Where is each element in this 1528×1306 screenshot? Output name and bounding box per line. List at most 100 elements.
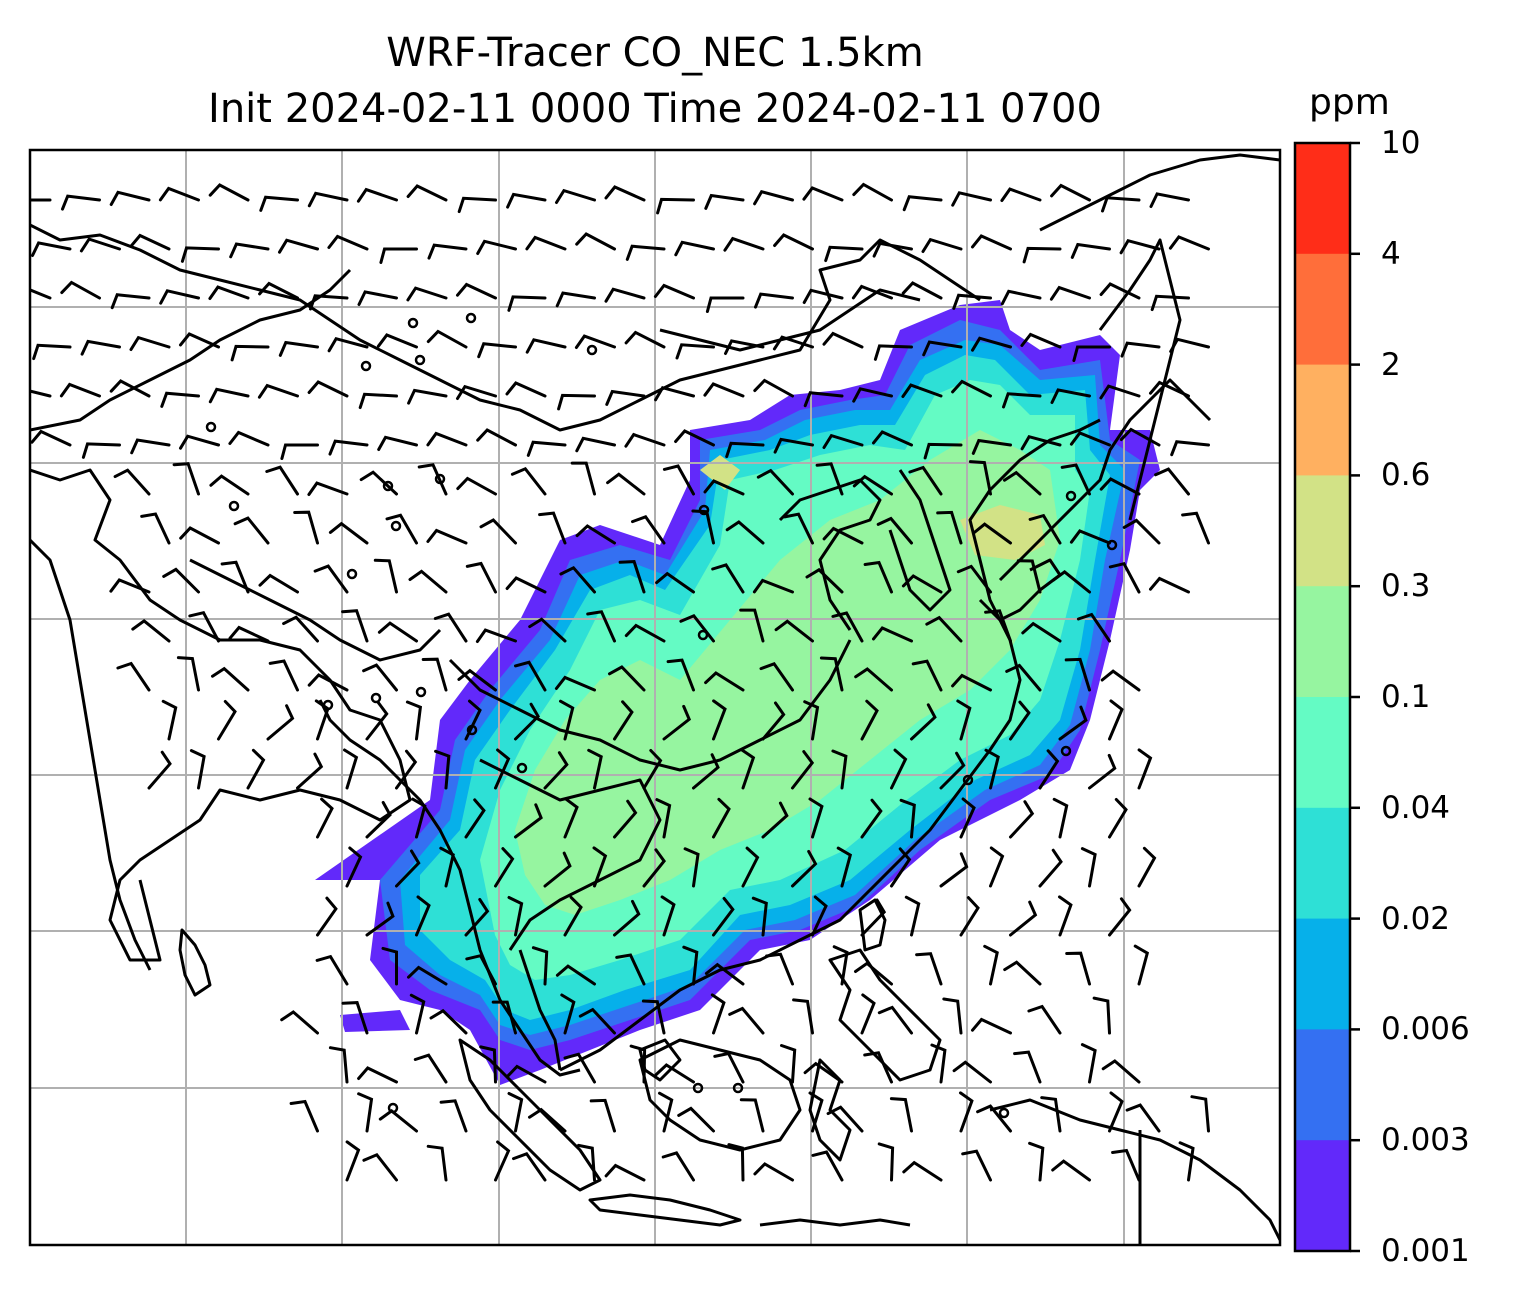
calm-marker: [382, 480, 394, 492]
calm-marker: [434, 473, 446, 485]
wind-barb: [433, 612, 468, 643]
wind-barb: [280, 443, 319, 460]
wind-barb: [1003, 960, 1042, 986]
colorbar-tick-label: 0.001: [1381, 1233, 1470, 1269]
wind-barb: [543, 751, 569, 790]
wind-barb: [761, 701, 786, 741]
wind-barb: [971, 336, 1012, 352]
wind-barb: [140, 512, 171, 545]
wind-barb: [129, 335, 171, 351]
wind-barb: [624, 432, 666, 448]
calm-marker: [962, 774, 974, 786]
wind-barb: [761, 801, 789, 839]
wind-barb: [952, 1060, 992, 1084]
wind-barb: [1005, 663, 1042, 692]
wind-barbs: [30, 182, 1210, 1182]
wind-barb: [1058, 705, 1088, 741]
wind-barb: [507, 1092, 524, 1133]
wind-barb: [658, 1091, 674, 1133]
wind-barb: [752, 578, 794, 594]
wind-barb: [852, 387, 893, 403]
wind-barb: [1119, 238, 1161, 255]
wind-barb: [922, 340, 963, 357]
wind-barb: [427, 243, 468, 260]
wind-barb: [1080, 1043, 1097, 1084]
wind-barb: [902, 195, 943, 212]
wind-barb: [559, 699, 575, 741]
wind-barb: [465, 953, 497, 986]
coastline-java: [588, 1193, 742, 1227]
wind-barb: [113, 468, 151, 496]
wind-barb: [159, 289, 200, 305]
colorbar-tick-label: 0.6: [1381, 457, 1431, 494]
wind-barb: [805, 567, 844, 594]
coastline-taiwan: [858, 898, 887, 952]
wind-barb: [296, 752, 324, 790]
wind-barb: [589, 1098, 616, 1133]
wind-barb: [653, 283, 695, 300]
wind-barb: [357, 290, 398, 306]
wind-barb: [1016, 559, 1042, 594]
wind-barb: [803, 391, 844, 408]
wind-barb: [1009, 700, 1031, 741]
coastline-philippines: [828, 948, 942, 1082]
wind-barb: [557, 393, 596, 411]
wind-barb: [362, 663, 398, 692]
colorbar-bin: [1295, 918, 1350, 1030]
wind-barb: [439, 846, 455, 888]
wind-barb: [660, 895, 676, 937]
wind-barb: [930, 1043, 947, 1084]
wind-barb: [315, 954, 349, 986]
wind-barb: [162, 567, 200, 594]
wind-barb: [740, 748, 756, 790]
wind-barb: [756, 468, 794, 496]
wind-barb: [1020, 332, 1062, 349]
wind-barb: [30, 429, 72, 447]
wind-barb: [434, 749, 451, 790]
wind-barb: [723, 236, 765, 252]
wind-barb: [851, 284, 893, 300]
wind-barb: [1000, 289, 1042, 306]
wind-barb: [1021, 621, 1062, 643]
wind-barb: [815, 462, 844, 496]
coastline-bohai: [778, 478, 882, 631]
wind-barb: [1120, 341, 1161, 358]
wind-barb: [872, 241, 913, 258]
wind-barb: [803, 700, 820, 741]
wind-barb: [32, 343, 72, 361]
wind-barb: [341, 609, 369, 643]
wind-barb: [257, 383, 299, 399]
wind-barb: [161, 699, 178, 741]
wind-barb: [1049, 285, 1091, 301]
wind-barb: [377, 621, 418, 643]
calm-marker: [516, 762, 528, 774]
wind-barb: [1060, 463, 1091, 496]
wind-barb: [1080, 847, 1097, 888]
wind-barb: [951, 191, 992, 207]
wind-barb: [507, 295, 547, 312]
wind-barb: [911, 659, 943, 692]
calm-marker: [346, 568, 358, 580]
wind-barb: [642, 749, 663, 790]
wind-barb: [1028, 513, 1062, 545]
coastline-timor-small-islands: [759, 1218, 911, 1227]
wind-barb: [1013, 1050, 1042, 1084]
wind-barb: [229, 242, 270, 259]
wind-barb: [525, 338, 567, 354]
wind-barb: [783, 512, 814, 545]
wind-barb: [1040, 1096, 1062, 1133]
wind-barb: [341, 1001, 369, 1035]
wind-barb: [608, 665, 646, 692]
wind-barb: [381, 946, 398, 986]
wind-barb: [656, 197, 695, 215]
wind-barb: [802, 288, 844, 304]
wind-barb: [902, 1160, 943, 1182]
wind-barb: [728, 1006, 765, 1035]
wind-barb: [129, 233, 171, 251]
wind-barb: [1168, 235, 1210, 251]
wind-barb: [951, 379, 992, 398]
wind-barb: [158, 186, 200, 202]
wind-barb: [836, 846, 853, 888]
wind-barb: [655, 571, 695, 594]
wind-barb: [1069, 529, 1111, 545]
